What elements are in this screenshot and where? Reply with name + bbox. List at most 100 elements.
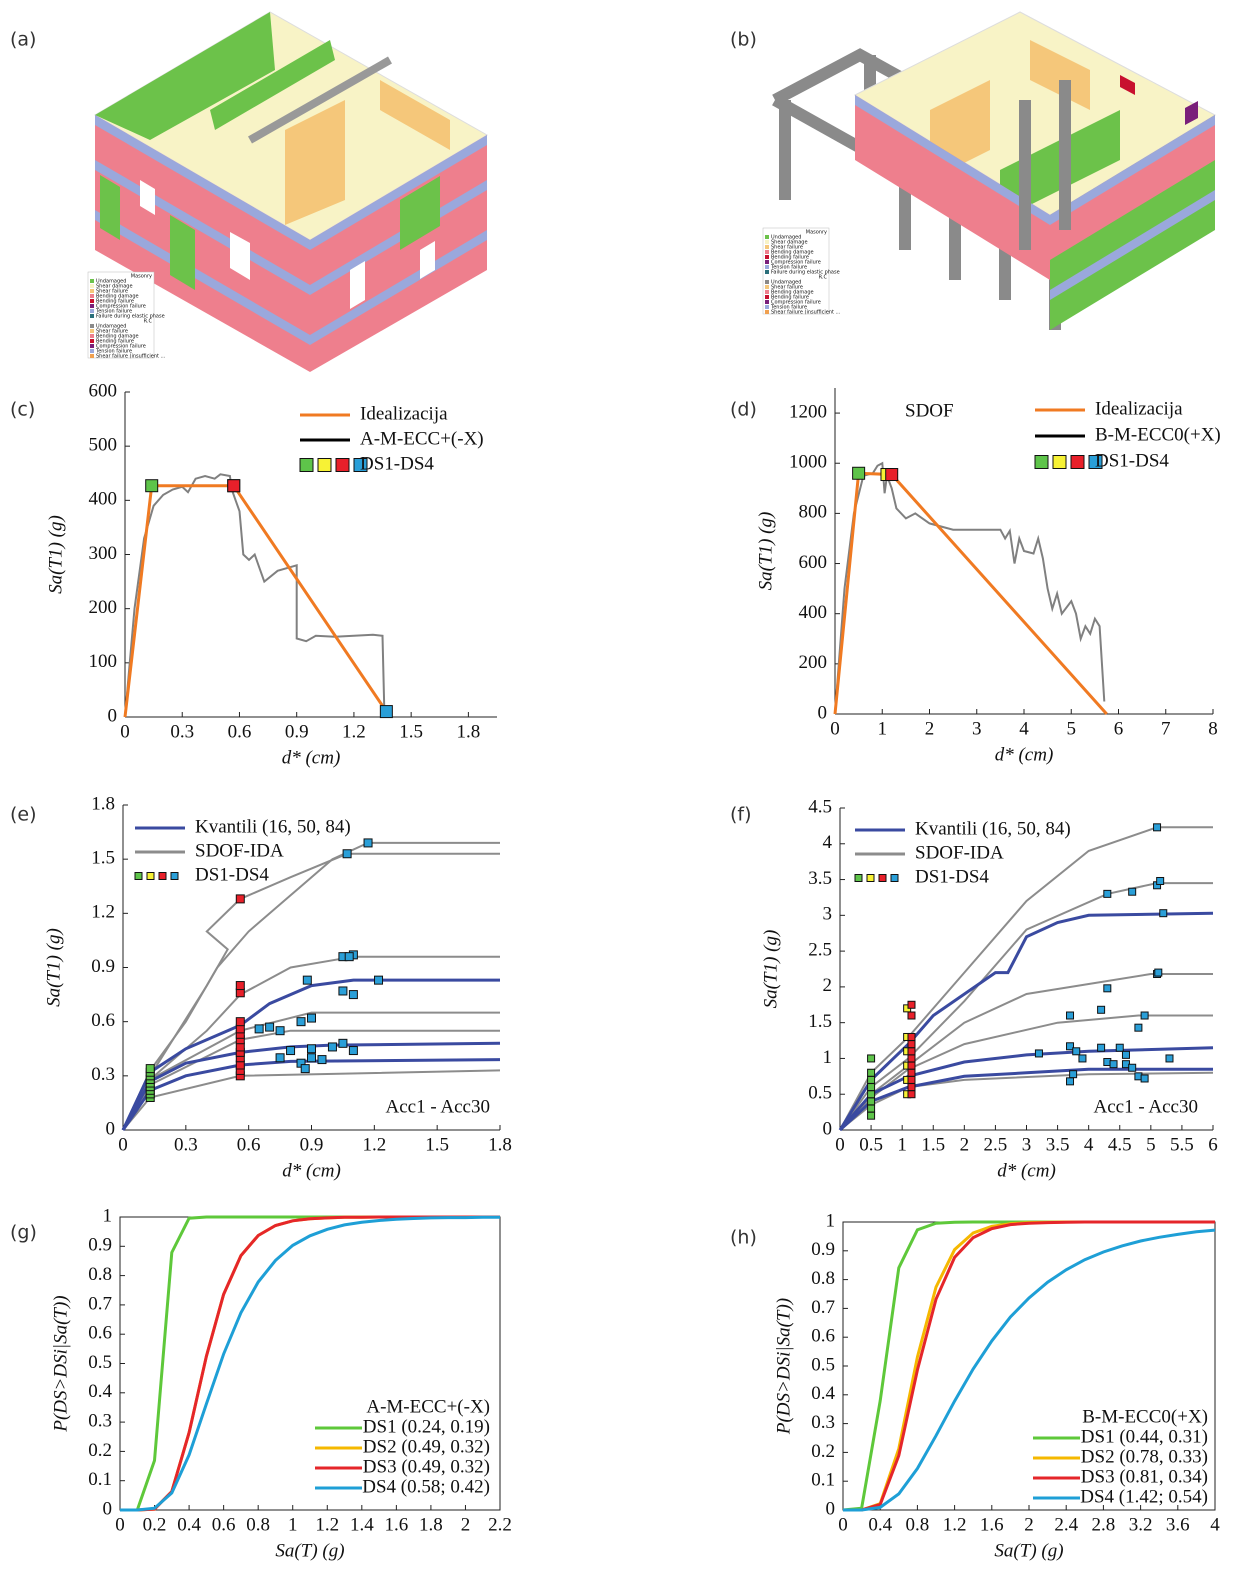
- ds-marker: [908, 1076, 915, 1083]
- y-tick-label: 4: [823, 832, 833, 853]
- legend-heading: R.C: [819, 275, 828, 281]
- legend-label: DS2 (0.78, 0.33): [1081, 1446, 1208, 1467]
- x-tick-label: 0.6: [237, 1134, 261, 1155]
- ds-marker: [1157, 877, 1164, 884]
- y-axis-label: Sa(T1) (g): [755, 512, 776, 591]
- x-tick-label: 0: [838, 1514, 848, 1535]
- ds-marker: [1129, 888, 1136, 895]
- y-tick-label: 600: [89, 380, 118, 401]
- legend-heading: Masonry: [131, 274, 152, 280]
- legend-swatch: [765, 290, 769, 294]
- legend-swatch: [90, 309, 94, 313]
- ds-marker: [908, 1084, 915, 1091]
- y-tick-label: 0: [823, 1118, 833, 1139]
- x-tick-label: 0.3: [174, 1134, 198, 1155]
- y-tick-label: 400: [89, 489, 118, 510]
- annotation: Acc1 - Acc30: [386, 1096, 490, 1117]
- legend-swatch: [336, 459, 349, 472]
- legend-swatch: [765, 245, 769, 249]
- legend-label: Idealizacija: [1095, 398, 1183, 419]
- y-tick-label: 1.5: [808, 1011, 832, 1032]
- y-tick-label: 3.5: [808, 868, 832, 889]
- x-tick-label: 1.4: [350, 1514, 374, 1535]
- ds-marker: [908, 1091, 915, 1098]
- ds-marker: [349, 991, 357, 999]
- x-tick-label: 5: [1146, 1134, 1156, 1155]
- ds-marker: [364, 839, 372, 847]
- legend-title: B-M-ECC0(+X): [1082, 1406, 1208, 1427]
- legend-entry: Shear failure (insufficient ...: [771, 310, 841, 316]
- legend-swatch: [135, 873, 142, 880]
- y-tick-label: 0: [826, 1498, 836, 1519]
- y-tick-label: 0.6: [91, 1010, 115, 1031]
- ds-marker: [868, 1112, 875, 1119]
- ds-marker: [318, 1056, 326, 1064]
- ds-marker: [1155, 969, 1162, 976]
- ds-marker: [308, 1014, 316, 1022]
- y-tick-label: 0.1: [811, 1470, 835, 1491]
- y-tick-label: 200: [89, 597, 118, 618]
- x-tick-label: 2.5: [984, 1134, 1008, 1155]
- x-axis-label: d* (cm): [282, 747, 341, 768]
- x-tick-label: 3: [972, 718, 982, 739]
- ds-marker: [908, 1033, 915, 1040]
- legend-label: SDOF-IDA: [195, 840, 284, 861]
- x-tick-label: 5: [1067, 718, 1077, 739]
- ds-marker: [1104, 890, 1111, 897]
- ds-marker: [1035, 1050, 1042, 1057]
- ds-marker: [380, 706, 392, 718]
- x-tick-label: 0: [118, 1134, 128, 1155]
- ds-marker: [308, 1054, 316, 1062]
- y-tick-label: 1.2: [91, 902, 115, 923]
- x-axis-label: d* (cm): [282, 1160, 341, 1181]
- y-tick-label: 0.4: [811, 1383, 835, 1404]
- x-tick-label: 0.6: [212, 1514, 236, 1535]
- ds-marker: [1098, 1044, 1105, 1051]
- y-tick-label: 0.5: [808, 1083, 832, 1104]
- legend-swatch: [171, 873, 178, 880]
- legend-swatch: [90, 354, 94, 358]
- ds-marker: [339, 987, 347, 995]
- x-axis-label: d* (cm): [997, 1160, 1056, 1181]
- x-tick-label: 1.5: [425, 1134, 449, 1155]
- panel-label: (e): [10, 804, 37, 826]
- x-tick-label: 1: [878, 718, 888, 739]
- ds-marker: [255, 1025, 263, 1033]
- ds-marker: [908, 1062, 915, 1069]
- x-tick-label: 2: [960, 1134, 970, 1155]
- ds-marker: [236, 982, 244, 990]
- x-tick-label: 0.8: [246, 1514, 270, 1535]
- legend-label: SDOF-IDA: [915, 842, 1004, 863]
- ds-marker: [1070, 1071, 1077, 1078]
- annotation: Acc1 - Acc30: [1094, 1096, 1198, 1117]
- legend-heading: Masonry: [806, 230, 827, 236]
- legend-swatch: [90, 284, 94, 288]
- x-axis-label: d* (cm): [995, 744, 1054, 765]
- ds-marker: [868, 1055, 875, 1062]
- legend-label: DS1-DS4: [1095, 450, 1169, 471]
- x-tick-label: 6: [1114, 718, 1124, 739]
- x-tick-label: 0.4: [868, 1514, 892, 1535]
- y-tick-label: 1200: [789, 401, 827, 422]
- x-tick-label: 0: [120, 721, 130, 742]
- legend-swatch: [765, 270, 769, 274]
- legend-label: DS1-DS4: [195, 864, 269, 885]
- panel-label: (g): [10, 1222, 37, 1244]
- ds-marker: [1154, 824, 1161, 831]
- y-tick-label: 0.9: [811, 1239, 835, 1260]
- ds-marker: [276, 1027, 284, 1035]
- ds-marker: [1160, 910, 1167, 917]
- ds-marker: [1098, 1006, 1105, 1013]
- x-tick-label: 2.4: [1054, 1514, 1078, 1535]
- legend-label: DS2 (0.49, 0.32): [363, 1436, 490, 1457]
- y-tick-label: 0.2: [811, 1441, 835, 1462]
- x-tick-label: 0.3: [170, 721, 194, 742]
- x-tick-label: 1.8: [457, 721, 481, 742]
- legend-swatch: [90, 294, 94, 298]
- x-tick-label: 4: [1210, 1514, 1220, 1535]
- ds-marker: [853, 467, 865, 479]
- legend-label: Kvantili (16, 50, 84): [915, 818, 1071, 839]
- legend-swatch: [90, 304, 94, 308]
- x-tick-label: 0: [835, 1134, 845, 1155]
- x-tick-label: 4: [1084, 1134, 1094, 1155]
